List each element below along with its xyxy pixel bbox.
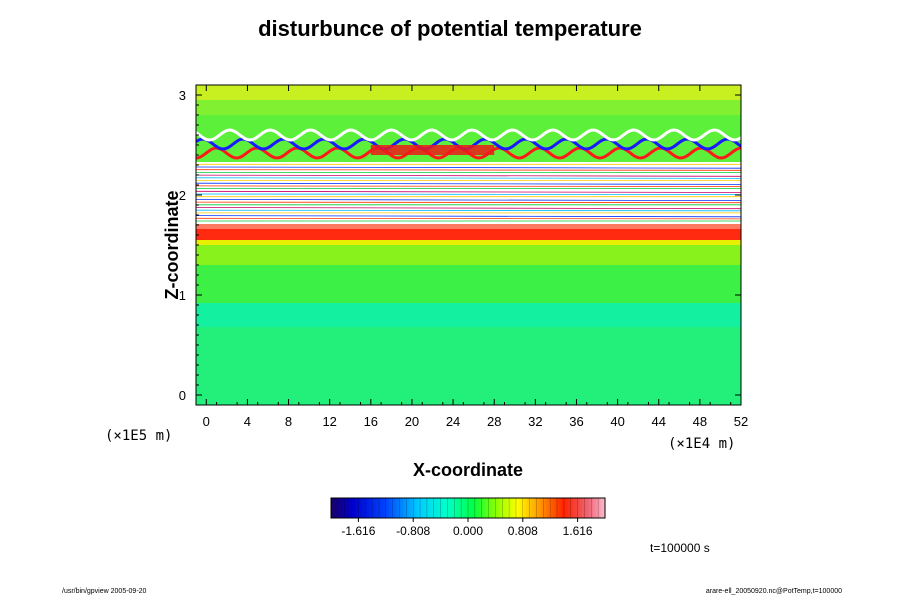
x-tick-label: 44 bbox=[652, 414, 666, 429]
x-tick-label: 8 bbox=[285, 414, 292, 429]
x-tick-label: 28 bbox=[487, 414, 501, 429]
x-axis-label: X-coordinate bbox=[413, 460, 523, 480]
field-layers bbox=[196, 85, 741, 405]
y-axis-label: Z-coordinate bbox=[162, 190, 182, 299]
contour-line bbox=[196, 185, 741, 187]
contour-line bbox=[196, 174, 741, 177]
layer-red-edge bbox=[196, 224, 741, 229]
contour-line bbox=[196, 166, 741, 169]
contour-line bbox=[196, 209, 741, 212]
y-scale-label: (×1E5 m) bbox=[105, 428, 172, 444]
colorbar-tick-label: -1.616 bbox=[341, 524, 375, 538]
x-tick-label: 0 bbox=[203, 414, 210, 429]
y-tick-label: 2 bbox=[179, 188, 186, 203]
x-tick-label: 24 bbox=[446, 414, 460, 429]
contour-line bbox=[196, 190, 741, 193]
y-tick-label: 0 bbox=[179, 388, 186, 403]
layer-mid bbox=[196, 265, 741, 303]
x-tick-label: 20 bbox=[405, 414, 419, 429]
x-tick-label: 32 bbox=[528, 414, 542, 429]
footer-left: /usr/bin/gpview 2005-09-20 bbox=[62, 588, 147, 595]
wave-contour bbox=[196, 128, 741, 142]
colorbar-ticks: -1.616 -0.808 0.000 0.808 1.616 bbox=[341, 518, 593, 538]
x-tick-label: 12 bbox=[322, 414, 336, 429]
layer-red bbox=[196, 229, 741, 240]
x-tick-label: 36 bbox=[569, 414, 583, 429]
layer-yellow bbox=[196, 237, 741, 245]
colorbar-tick-label: 0.808 bbox=[508, 524, 538, 538]
contour-line bbox=[196, 207, 741, 210]
contour-line bbox=[196, 198, 741, 202]
contour-line bbox=[196, 182, 741, 185]
x-tick-label: 4 bbox=[244, 414, 251, 429]
contour-line bbox=[196, 177, 741, 179]
x-tick-label: 16 bbox=[364, 414, 378, 429]
x-tick-label: 52 bbox=[734, 414, 748, 429]
contour-line bbox=[196, 215, 741, 218]
contour-line bbox=[196, 217, 741, 220]
colorbar-divisions bbox=[337, 498, 599, 518]
colorbar-tick-label: -0.808 bbox=[396, 524, 430, 538]
y-tick-label: 1 bbox=[179, 288, 186, 303]
wave-red-patch bbox=[370, 145, 495, 155]
x-axis: 0 4 8 12 16 20 24 28 32 36 40 44 48 52 bbox=[203, 85, 748, 429]
chart-title: disturbunce of potential temperature bbox=[258, 16, 642, 41]
contour-line bbox=[196, 193, 741, 196]
layer-white bbox=[196, 162, 741, 224]
y-axis: 0 1 2 3 bbox=[179, 88, 741, 403]
layer-top bbox=[196, 85, 741, 100]
contour-line bbox=[196, 201, 741, 204]
time-annotation: t=100000 s bbox=[650, 541, 710, 555]
contour-line bbox=[196, 169, 741, 171]
x-tick-label: 48 bbox=[693, 414, 707, 429]
x-scale-label: (×1E4 m) bbox=[668, 436, 735, 452]
colorbar-tick-label: 0.000 bbox=[453, 524, 483, 538]
x-tick-label: 40 bbox=[610, 414, 624, 429]
footer-right: arare-ell_20050920.nc@PotTemp,t=100000 bbox=[705, 588, 842, 595]
colorbar-tick-label: 1.616 bbox=[563, 524, 593, 538]
y-tick-label: 3 bbox=[179, 88, 186, 103]
layer-cyan bbox=[196, 303, 741, 327]
